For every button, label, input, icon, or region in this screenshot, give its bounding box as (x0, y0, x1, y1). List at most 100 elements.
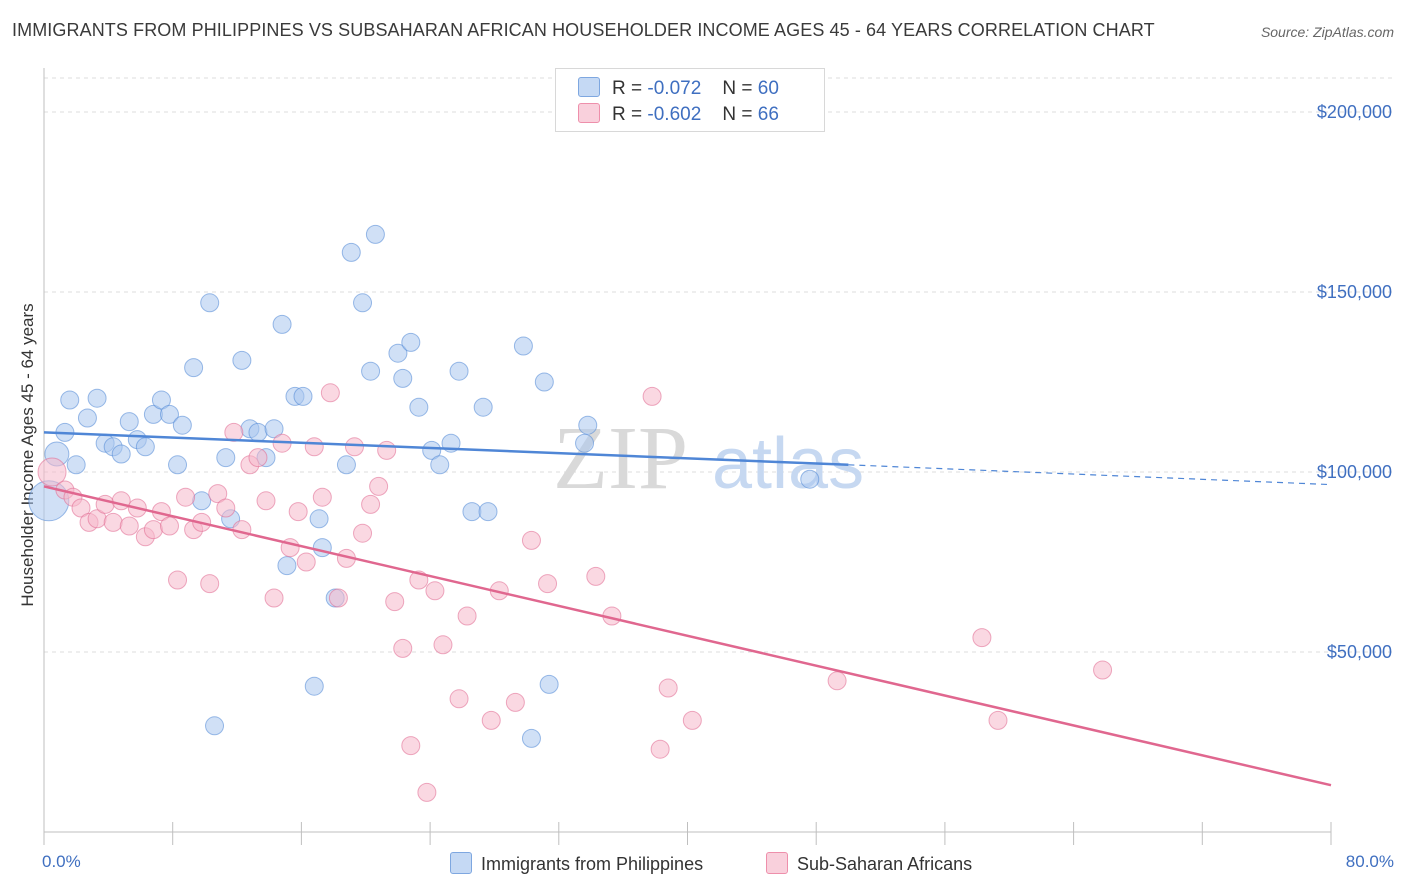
point-subsaharan (650, 739, 670, 759)
point-philippines (800, 469, 820, 489)
point-philippines (184, 358, 204, 378)
point-subsaharan (224, 422, 244, 442)
y-tick-label: $100,000 (1317, 462, 1392, 482)
legend-label-subsaharan: Sub-Saharan Africans (797, 854, 973, 874)
point-philippines (216, 448, 236, 468)
stats-r-value: -0.072 (647, 78, 702, 99)
point-subsaharan (103, 512, 123, 532)
legend-label-philippines: Immigrants from Philippines (481, 854, 704, 874)
point-philippines (60, 390, 80, 410)
point-philippines (473, 397, 493, 417)
point-philippines (449, 361, 469, 381)
point-subsaharan (425, 581, 445, 601)
point-subsaharan (288, 502, 308, 522)
point-subsaharan (37, 457, 67, 487)
point-philippines (159, 404, 179, 424)
point-philippines (200, 293, 220, 313)
point-subsaharan (682, 710, 702, 730)
stats-n-label: N = (722, 78, 753, 99)
point-philippines (272, 314, 292, 334)
point-philippines (304, 676, 324, 696)
point-philippines (430, 455, 450, 475)
point-philippines (462, 502, 482, 522)
point-subsaharan (417, 782, 437, 802)
stats-n-value: 60 (757, 78, 779, 99)
trend-line-subsaharan (43, 485, 1332, 787)
point-subsaharan (433, 635, 453, 655)
point-subsaharan (159, 516, 179, 536)
stats-row-philippines: R = -0.072 N = 60 (578, 77, 779, 103)
point-philippines (478, 502, 498, 522)
point-subsaharan (361, 494, 381, 514)
point-subsaharan (256, 491, 276, 511)
point-philippines (393, 368, 413, 388)
y-tick-labels: $50,000 $100,000 $150,000 $200,000 (1317, 102, 1392, 662)
point-subsaharan (586, 566, 606, 586)
point-subsaharan (658, 678, 678, 698)
correlation-stats-box: R = -0.072 N = 60 R = -0.602 N = 66 (555, 68, 825, 132)
point-philippines (205, 716, 225, 736)
trend-line-philippines-extension (848, 464, 1332, 486)
legend: Immigrants from Philippines Sub-Saharan … (0, 852, 1406, 878)
x-tick-label-min: 0.0% (42, 852, 81, 871)
point-philippines (293, 386, 313, 406)
chart-source: Source: ZipAtlas.com (1260, 24, 1394, 40)
point-philippines (119, 412, 139, 432)
legend-item-subsaharan[interactable]: Sub-Saharan Africans (766, 852, 972, 875)
point-philippines (578, 415, 598, 435)
point-philippines (312, 538, 332, 558)
point-philippines (575, 433, 595, 453)
point-subsaharan (296, 552, 316, 572)
point-subsaharan (449, 689, 469, 709)
point-subsaharan (71, 498, 91, 518)
point-subsaharan (401, 736, 421, 756)
point-philippines (401, 332, 421, 352)
point-subsaharan (111, 491, 131, 511)
point-philippines (534, 372, 554, 392)
point-subsaharan (972, 628, 992, 648)
trend-line-philippines (43, 431, 849, 467)
point-philippines (77, 408, 97, 428)
point-philippines (111, 444, 131, 464)
point-subsaharan (328, 588, 348, 608)
stats-n-value: 66 (757, 104, 779, 125)
point-subsaharan (143, 520, 163, 540)
point-subsaharan (377, 440, 397, 460)
point-subsaharan (827, 671, 847, 691)
point-philippines (192, 491, 212, 511)
point-philippines (309, 509, 329, 529)
trend-lines (43, 431, 1332, 787)
point-subsaharan (385, 592, 405, 612)
legend-swatch-philippines (450, 852, 472, 874)
point-philippines (135, 437, 155, 457)
legend-item-philippines[interactable]: Immigrants from Philippines (450, 852, 703, 875)
point-philippines (365, 224, 385, 244)
point-subsaharan (1093, 660, 1113, 680)
point-philippines (353, 293, 373, 313)
stats-r-label: R = (612, 78, 643, 99)
point-philippines (172, 415, 192, 435)
stats-swatch-philippines (578, 77, 600, 97)
point-philippines (66, 455, 86, 475)
y-tick-label: $50,000 (1327, 642, 1392, 662)
point-philippines (151, 390, 171, 410)
point-subsaharan (353, 523, 373, 543)
point-subsaharan (304, 437, 324, 457)
point-subsaharan (216, 498, 236, 518)
point-subsaharan (119, 516, 139, 536)
stats-r-label: R = (612, 104, 643, 125)
point-subsaharan (521, 530, 541, 550)
point-subsaharan (457, 606, 477, 626)
watermark: ZIP atlas (553, 409, 864, 508)
point-subsaharan (264, 588, 284, 608)
point-subsaharan (481, 710, 501, 730)
point-subsaharan (642, 386, 662, 406)
point-subsaharan (505, 692, 525, 712)
point-philippines (539, 674, 559, 694)
y-tick-label: $200,000 (1317, 102, 1392, 122)
x-tick-label-max: 80.0% (1345, 852, 1394, 871)
point-subsaharan (988, 710, 1008, 730)
point-subsaharan (538, 574, 558, 594)
point-philippines (336, 455, 356, 475)
point-philippines (341, 242, 361, 262)
